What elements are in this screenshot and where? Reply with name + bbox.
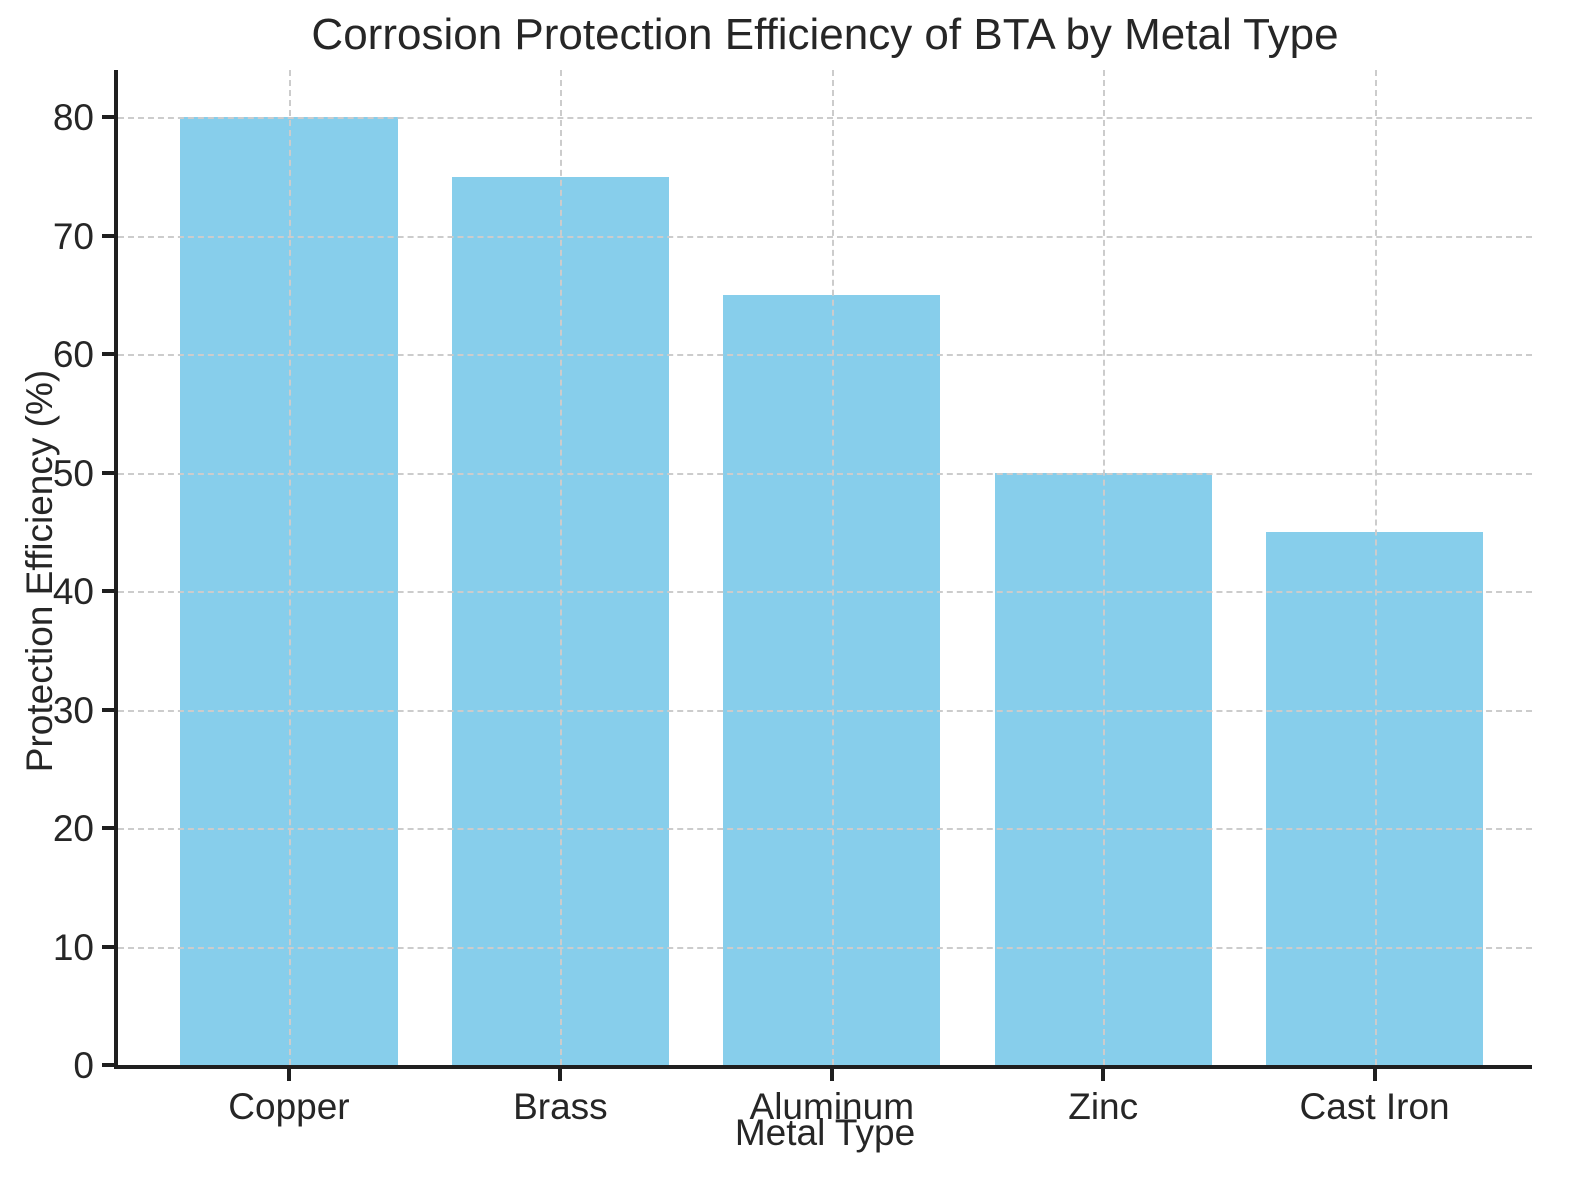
x-tick-label: Aluminum <box>749 1086 915 1127</box>
y-gridline <box>118 591 1532 594</box>
x-gridline <box>1103 70 1106 1065</box>
x-gridline <box>288 70 291 1065</box>
y-tick-label: 40 <box>52 571 94 613</box>
y-tick-label: 0 <box>73 1045 94 1086</box>
y-tick-mark <box>102 707 114 712</box>
y-gridline <box>118 235 1532 238</box>
x-tick-mark <box>286 1069 291 1081</box>
y-tick-mark <box>102 589 114 594</box>
y-tick-label: 60 <box>52 334 94 376</box>
y-tick-mark <box>102 470 114 475</box>
y-tick-label: 50 <box>52 452 94 494</box>
y-gridline <box>118 946 1532 949</box>
x-tick-label: Copper <box>228 1086 350 1127</box>
y-tick-label: 70 <box>52 215 94 257</box>
x-tick-label: Brass <box>513 1086 608 1127</box>
y-gridline <box>118 828 1532 831</box>
x-tick-label: Cast Iron <box>1299 1086 1450 1127</box>
x-tick-label: Zinc <box>1068 1086 1139 1127</box>
x-axis-spine <box>114 1065 1532 1069</box>
y-gridline <box>118 709 1532 712</box>
y-tick-mark <box>102 826 114 831</box>
y-tick-mark <box>102 115 114 120</box>
bar-brass <box>451 176 669 1065</box>
x-tick-mark <box>1372 1069 1377 1081</box>
y-gridline <box>118 354 1532 357</box>
x-gridline <box>831 70 834 1065</box>
y-tick-mark <box>102 944 114 949</box>
chart-title: Corrosion Protection Efficiency of BTA b… <box>311 10 1339 59</box>
y-tick-mark <box>102 352 114 357</box>
y-tick-mark <box>102 1063 114 1067</box>
y-tick-label: 20 <box>52 808 94 850</box>
x-gridline <box>1374 70 1377 1065</box>
x-tick-mark <box>829 1069 834 1081</box>
x-gridline <box>560 70 563 1065</box>
x-tick-mark <box>558 1069 563 1081</box>
bar-aluminum <box>723 295 941 1065</box>
x-axis-label: Metal Type <box>734 1112 916 1153</box>
bar-cast-iron <box>1266 531 1484 1065</box>
x-tick-mark <box>1101 1069 1106 1081</box>
y-tick-label: 10 <box>52 926 94 968</box>
y-tick-mark <box>102 233 114 238</box>
y-tick-label: 80 <box>52 97 94 139</box>
y-tick-label: 30 <box>52 689 94 731</box>
y-gridline <box>118 117 1532 120</box>
y-gridline <box>118 472 1532 475</box>
plot-area <box>114 70 1532 1069</box>
y-axis-spine <box>114 70 118 1069</box>
